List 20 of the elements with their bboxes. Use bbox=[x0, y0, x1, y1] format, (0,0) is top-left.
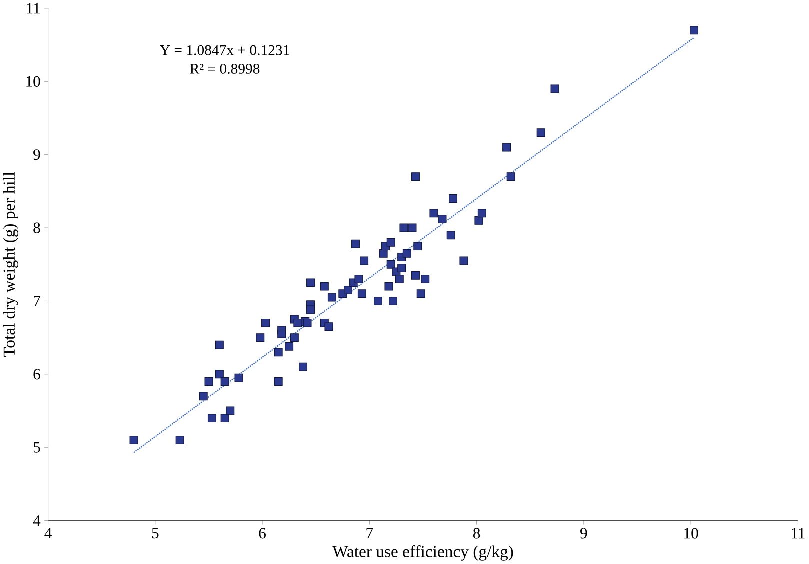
y-tick-label: 8 bbox=[34, 222, 40, 234]
x-tick-label: 6 bbox=[259, 528, 266, 539]
x-tick-label: 8 bbox=[473, 528, 480, 539]
annotation: R² = 0.8998 bbox=[190, 64, 260, 74]
y-tick-label: 9 bbox=[34, 149, 40, 160]
y-tick-label: 11 bbox=[27, 3, 40, 14]
x-tick-label: 9 bbox=[580, 528, 588, 539]
x-tick-label: 11 bbox=[792, 528, 805, 538]
x-tick-label: 4 bbox=[44, 528, 52, 538]
y-tick-label: 5 bbox=[34, 442, 40, 453]
annotation: Y = 1.0847x + 0.1231 bbox=[160, 45, 290, 56]
y-axis-title: Total dry weight (g) per hill bbox=[3, 172, 18, 358]
x-axis-title: Water use efficiency (g/kg) bbox=[332, 545, 514, 561]
x-tick-label: 5 bbox=[152, 528, 159, 539]
y-tick-label: 6 bbox=[34, 369, 40, 380]
y-tick-label: 4 bbox=[33, 516, 41, 526]
y-tick-label: 10 bbox=[26, 76, 40, 87]
x-tick-label: 10 bbox=[684, 528, 698, 539]
x-tick-label: 7 bbox=[366, 528, 374, 538]
y-tick-label: 7 bbox=[34, 296, 40, 306]
